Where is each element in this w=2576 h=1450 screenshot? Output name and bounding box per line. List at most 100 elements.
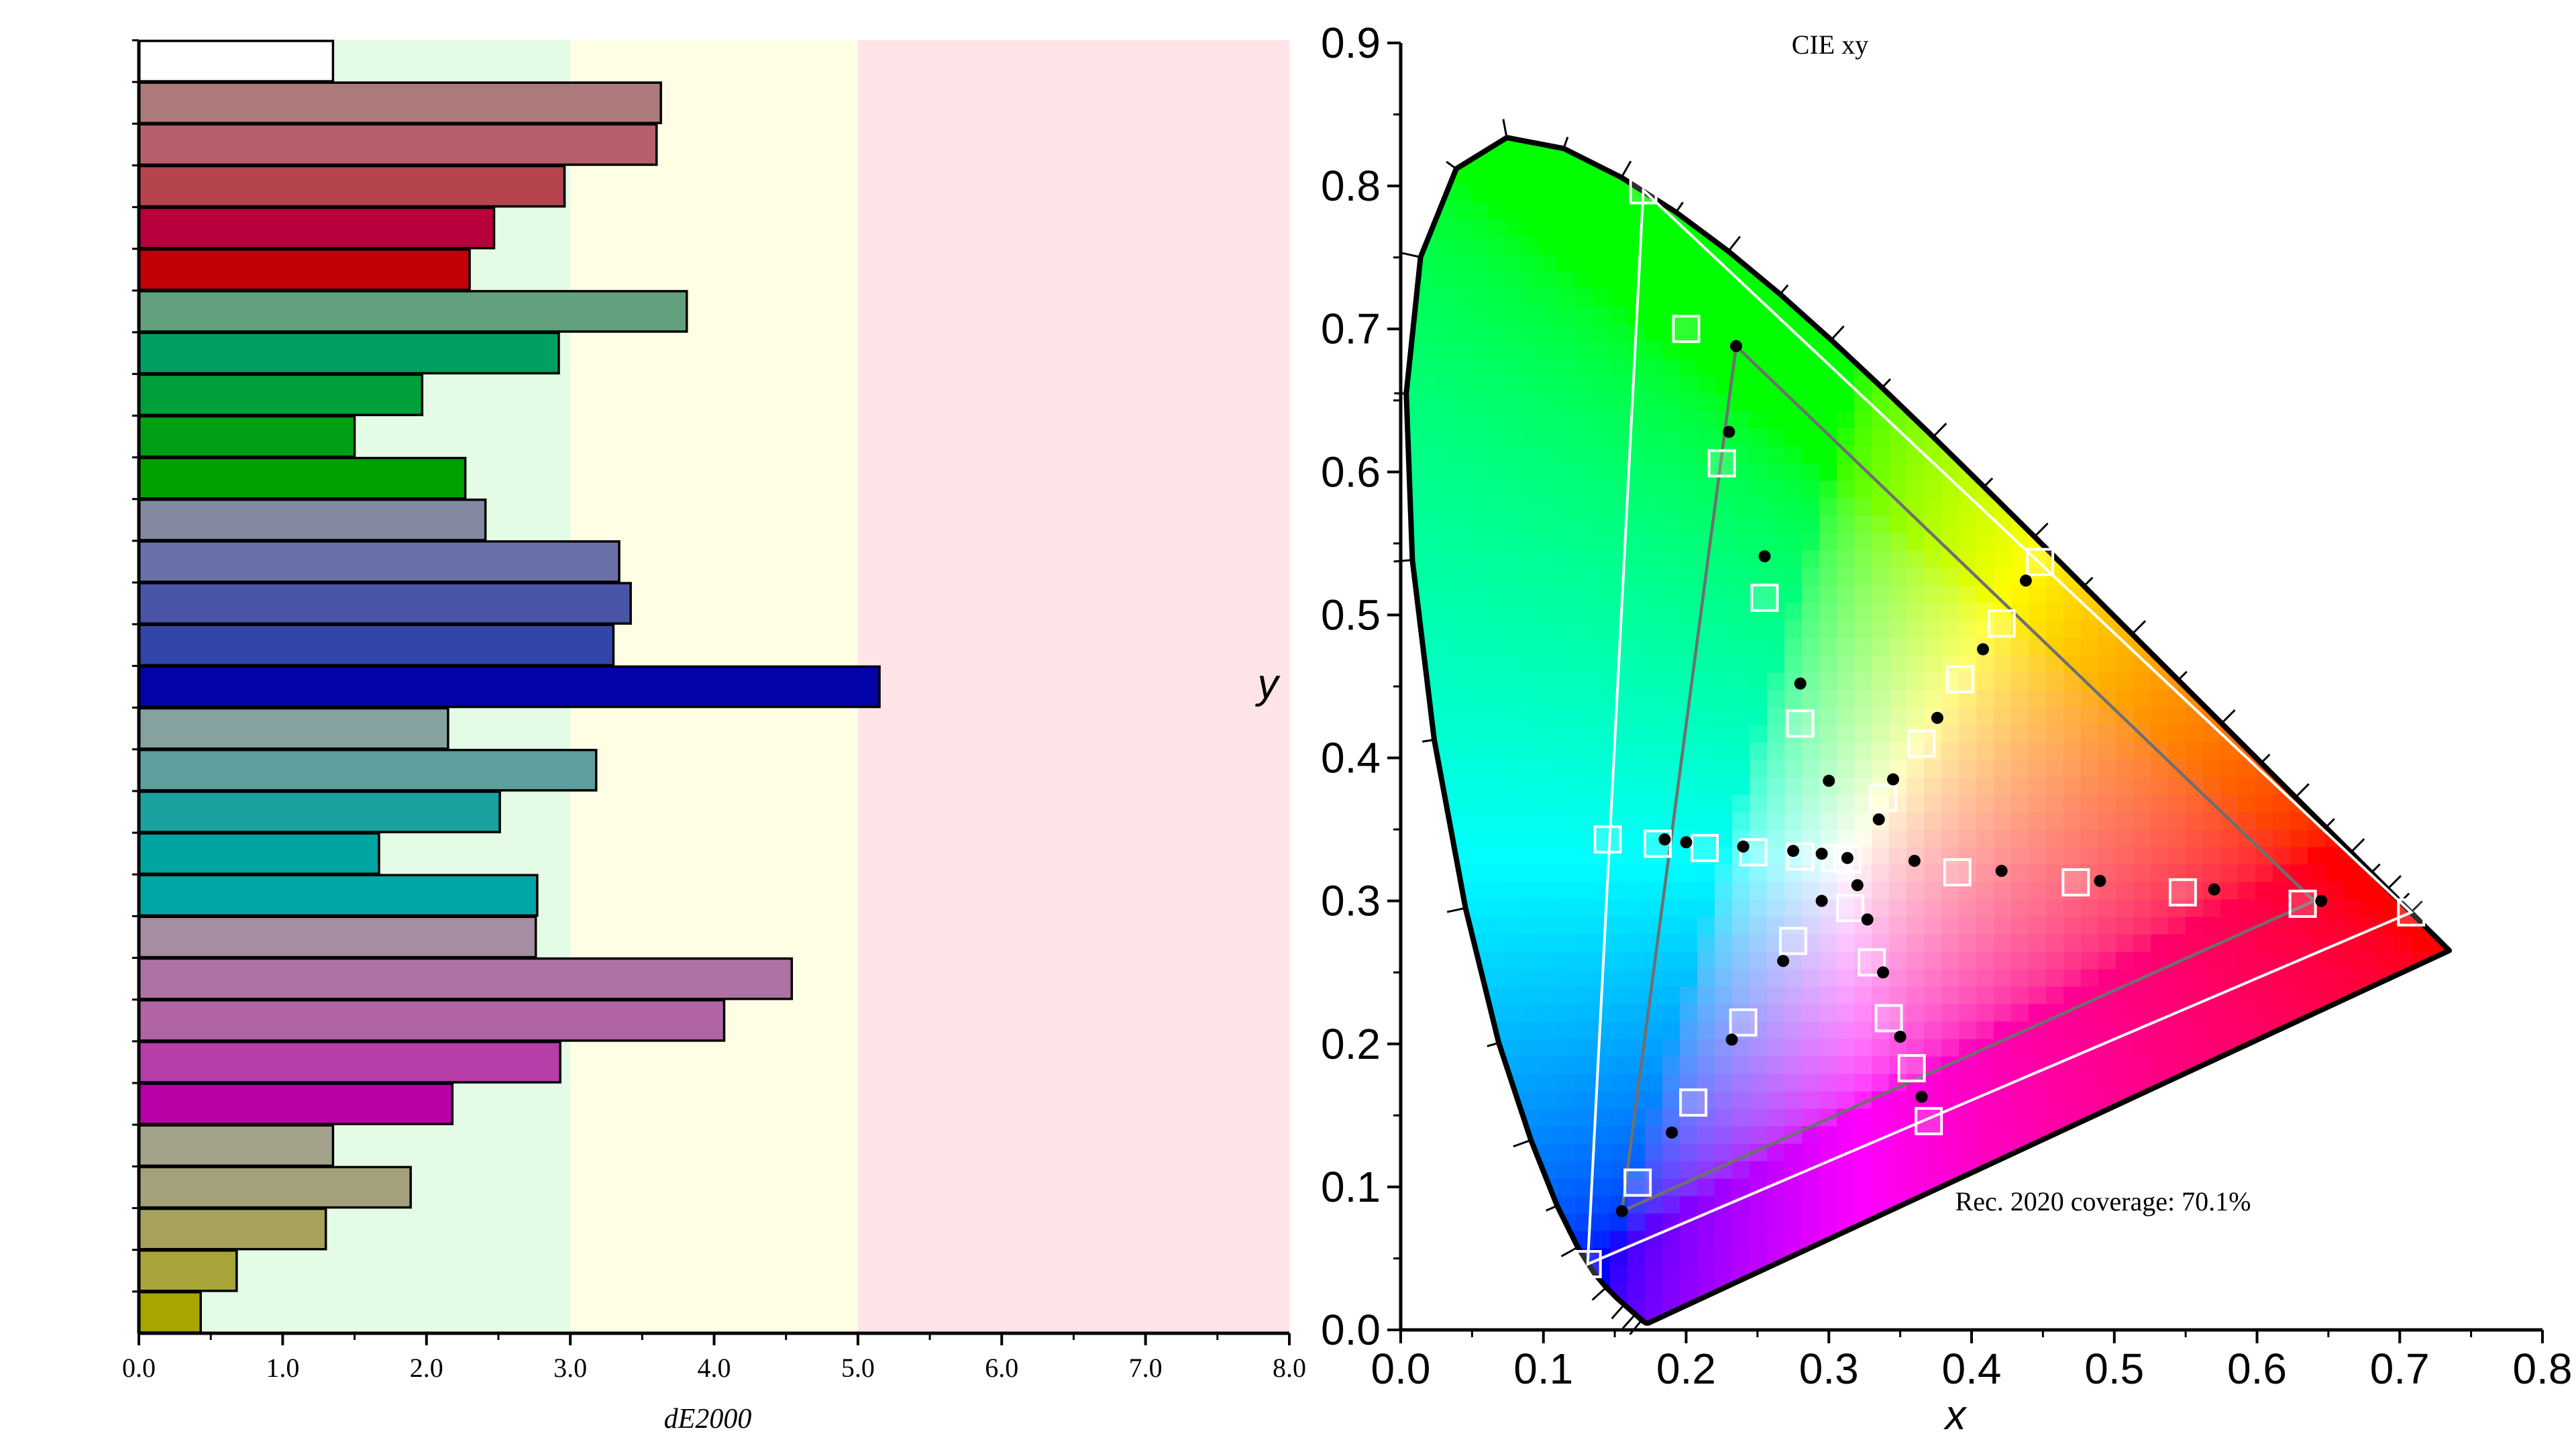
fill-cell <box>2290 1318 2308 1323</box>
fill-cell <box>2395 707 2413 726</box>
fill-cell <box>1418 428 1436 447</box>
fill-cell <box>1680 777 1698 796</box>
fill-cell <box>1784 1021 1803 1040</box>
fill-cell <box>1505 725 1523 743</box>
fill-cell <box>1732 498 1750 517</box>
fill-cell <box>2133 201 2151 220</box>
fill-cell <box>1436 463 1454 482</box>
fill-cell <box>2116 690 2134 709</box>
fill-cell <box>1976 934 1994 953</box>
fill-cell <box>2011 655 2029 674</box>
fill-cell <box>2081 550 2099 569</box>
fill-cell <box>1976 149 1994 168</box>
fill-cell <box>1907 358 1925 377</box>
fill-cell <box>1994 166 2012 185</box>
fill-cell <box>2430 1265 2448 1284</box>
fill-cell <box>1715 515 1733 534</box>
fill-cell <box>1662 934 1680 953</box>
fill-cell <box>2308 1231 2326 1249</box>
fill-cell <box>2430 969 2448 988</box>
fill-cell <box>2098 533 2116 552</box>
measured-dot <box>1666 1126 1678 1139</box>
fill-cell <box>1976 986 1994 1005</box>
fill-cell <box>2029 1074 2047 1092</box>
fill-cell <box>2447 742 2450 761</box>
fill-cell <box>2098 829 2116 848</box>
fill-cell <box>1889 1108 1907 1127</box>
fill-cell <box>1558 829 1576 848</box>
fill-cell <box>2447 864 2450 883</box>
fill-cell <box>2203 393 2221 412</box>
fill-cell <box>2063 411 2082 429</box>
fill-cell <box>1406 707 1419 726</box>
fill-cell <box>2325 1108 2343 1127</box>
target-square <box>1729 1008 1758 1037</box>
fill-cell <box>1488 1248 1506 1267</box>
fill-cell <box>1575 777 1593 796</box>
fill-cell <box>2465 307 2483 325</box>
fill-cell <box>1470 463 1489 482</box>
fill-cell <box>1488 323 1506 342</box>
fill-cell <box>1802 690 1820 709</box>
fill-cell <box>1610 951 1628 970</box>
fill-cell <box>1558 899 1576 918</box>
fill-cell <box>1488 1265 1506 1284</box>
fill-cell <box>2412 882 2430 900</box>
fill-cell <box>1540 184 1558 203</box>
fill-cell <box>2186 219 2204 238</box>
fill-cell <box>2377 829 2396 848</box>
fill-cell <box>1540 515 1558 534</box>
fill-cell <box>2395 463 2413 482</box>
fill-cell <box>1436 899 1454 918</box>
fill-cell <box>2116 1108 2134 1127</box>
fill-cell <box>1558 1300 1576 1319</box>
fill-cell <box>1976 742 1994 761</box>
fill-cell <box>2377 934 2396 953</box>
fill-cell <box>2343 149 2361 168</box>
fill-cell <box>1732 707 1750 726</box>
fill-cell <box>1575 847 1593 866</box>
fill-cell <box>1872 847 1890 866</box>
fill-cell <box>2360 812 2378 831</box>
fill-cell <box>1907 1004 1925 1023</box>
fill-cell <box>1680 184 1698 203</box>
fill-cell <box>2273 428 2291 447</box>
fill-cell <box>1406 829 1419 848</box>
fill-cell <box>1959 1300 1977 1319</box>
fill-cell <box>2220 1074 2239 1092</box>
fill-cell <box>2220 1126 2239 1145</box>
wavelength-tick <box>2387 875 2402 890</box>
fill-cell <box>2238 1300 2256 1319</box>
fill-cell <box>1610 1004 1628 1023</box>
fill-cell <box>2290 515 2308 534</box>
fill-cell <box>2186 1126 2204 1145</box>
fill-cell <box>2186 289 2204 307</box>
fill-cell <box>1819 1039 1837 1057</box>
fill-cell <box>2290 138 2308 150</box>
fill-cell <box>2360 707 2378 726</box>
fill-cell <box>2447 655 2450 674</box>
fill-cell <box>1593 620 1611 639</box>
fill-cell <box>2098 690 2116 709</box>
fill-cell <box>1889 742 1907 761</box>
fill-cell <box>2465 551 2483 569</box>
fill-cell <box>2238 637 2256 656</box>
fill-cell <box>2465 568 2483 586</box>
fill-cell <box>1645 1265 1663 1284</box>
fill-cell <box>1488 201 1506 220</box>
fill-cell <box>1680 149 1698 168</box>
fill-cell <box>2238 934 2256 953</box>
fill-cell <box>1924 620 1942 639</box>
wavelength-tick <box>1932 422 1947 438</box>
measured-dot <box>1777 955 1790 968</box>
fill-cell <box>2255 690 2273 709</box>
fill-cell <box>2116 393 2134 412</box>
fill-cell <box>1732 1074 1750 1092</box>
fill-cell <box>2395 1318 2413 1323</box>
fill-cell <box>2343 1074 2361 1092</box>
fill-cell <box>1907 620 1925 639</box>
fill-cell <box>2308 1143 2326 1162</box>
fill-cell <box>1488 917 1506 935</box>
fill-cell <box>1784 1091 1803 1110</box>
coverage-annotation: Rec. 2020 coverage: 70.1% <box>1955 1186 2251 1216</box>
